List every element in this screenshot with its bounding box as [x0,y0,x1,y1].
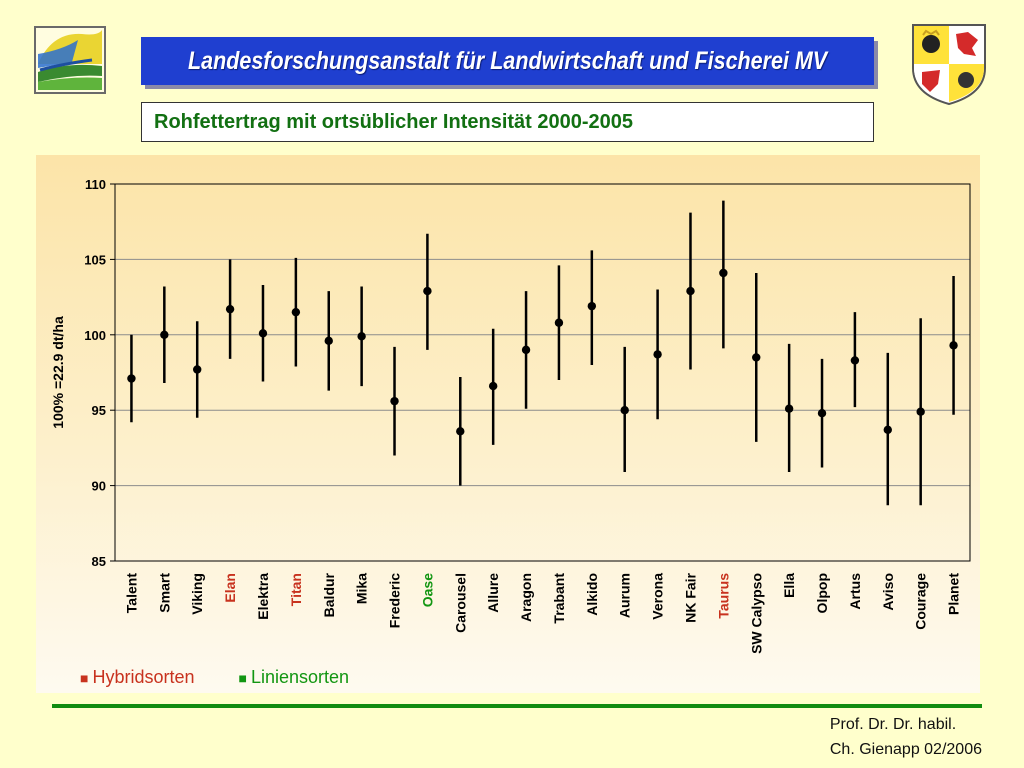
x-tick-label: Mika [354,573,370,604]
y-tick-label: 105 [84,252,106,267]
x-tick-label: Taurus [715,573,731,619]
credit-line-1: Prof. Dr. Dr. habil. [829,716,957,733]
mean-point [587,301,597,311]
mean-point [554,318,564,327]
author-credit: Prof. Dr. Dr. habil. Ch. Gienapp 02/2006 [830,712,982,762]
mean-point [752,353,761,362]
x-tick-label: NK Fair [682,572,698,622]
mean-point [784,404,794,413]
mean-point [456,427,465,436]
x-tick-label: Planet [946,573,962,615]
x-tick-label: Ella [781,573,797,598]
x-tick-label: Aragon [518,573,534,622]
x-tick-label: Elan [222,573,238,603]
mean-point [949,341,958,350]
y-tick-label: 110 [85,177,106,192]
legend-item-line: ■ Liniensorten [239,667,350,688]
mean-point [719,268,728,278]
mean-point [324,336,333,346]
x-tick-label: Baldur [321,572,337,617]
grid-layer [115,258,970,487]
mean-point [521,345,531,355]
x-tick-label: Artus [847,573,863,610]
x-tick-label: Aviso [880,573,896,611]
x-tick-label: Courage [913,573,929,630]
mean-point [817,409,827,418]
mean-point [883,425,892,435]
mean-point [225,304,235,314]
chart-subtitle: Rohfettertrag mit ortsüblicher Intensitä… [154,110,634,133]
landscape-logo-icon [32,24,110,98]
x-tick-label: Olpop [814,573,830,613]
footer-divider [52,704,982,708]
mean-point [423,286,432,296]
x-tick-label: Titan [288,573,304,606]
institution-banner: Landesforschungsanstalt für Landwirtscha… [141,37,874,85]
x-tick-label: Aurum [617,573,633,618]
mean-point [850,356,860,365]
legend-line-label: Liniensorten [250,667,350,687]
x-tick-label: Elektra [255,573,271,620]
square-icon: ■ [238,670,247,686]
plot-frame [114,183,971,562]
legend-hybrid-label: Hybridsorten [92,667,195,687]
y-axis-label: 100% =22.9 dt/ha [50,316,66,429]
error-bar-layer [127,200,958,506]
x-tick-label: Allure [485,573,501,613]
y-tick-label: 90 [92,479,106,494]
mean-point [127,374,136,383]
x-tick-label: Viking [189,573,205,615]
mean-point [160,330,169,339]
y-tick-label: 95 [92,403,106,418]
x-tick-label: Carousel [452,573,468,633]
error-bar-chart: 85 90 95 100 105 110 Talent Smart Viking Elan Ele… [50,177,971,654]
institution-title: Landesforschungsanstalt für Landwirtscha… [187,46,828,75]
x-tick-label: Trabant [551,573,567,624]
coat-of-arms-icon [910,22,988,106]
y-tick-label: 100 [84,328,106,343]
chart-subtitle-box: Rohfettertrag mit ortsüblicher Intensitä… [141,102,874,142]
y-tick-label: 85 [92,554,106,569]
mean-point [357,332,366,341]
legend-item-hybrid: ■ Hybridsorten [80,667,195,688]
mean-point [193,365,202,374]
mean-point [291,307,301,317]
x-tick-label: Frederic [387,573,403,628]
x-label-layer: Talent Smart Viking Elan Elektra Titan Baldur M… [123,572,961,653]
x-tick-label: Oase [419,573,435,607]
chart-panel: 85 90 95 100 105 110 Talent Smart Viking Elan Ele… [36,155,980,693]
x-tick-label: Alkido [584,573,600,616]
legend: ■ Hybridsorten ■ Liniensorten [80,667,349,688]
x-tick-label: Talent [123,573,139,614]
mean-point [488,381,498,391]
credit-line-2: Ch. Gienapp 02/2006 [829,741,982,758]
x-tick-label: Smart [156,573,172,613]
mean-point [916,407,925,416]
x-tick-label: SW Calypso [748,573,764,654]
mean-point [390,396,399,406]
mean-point [653,350,662,359]
square-icon: ■ [80,670,89,686]
y-tick-layer: 85 90 95 100 105 110 [84,177,115,569]
mean-point [258,329,268,338]
x-tick-label: Verona [650,573,666,620]
mean-point [686,286,695,296]
mean-point [620,406,629,415]
